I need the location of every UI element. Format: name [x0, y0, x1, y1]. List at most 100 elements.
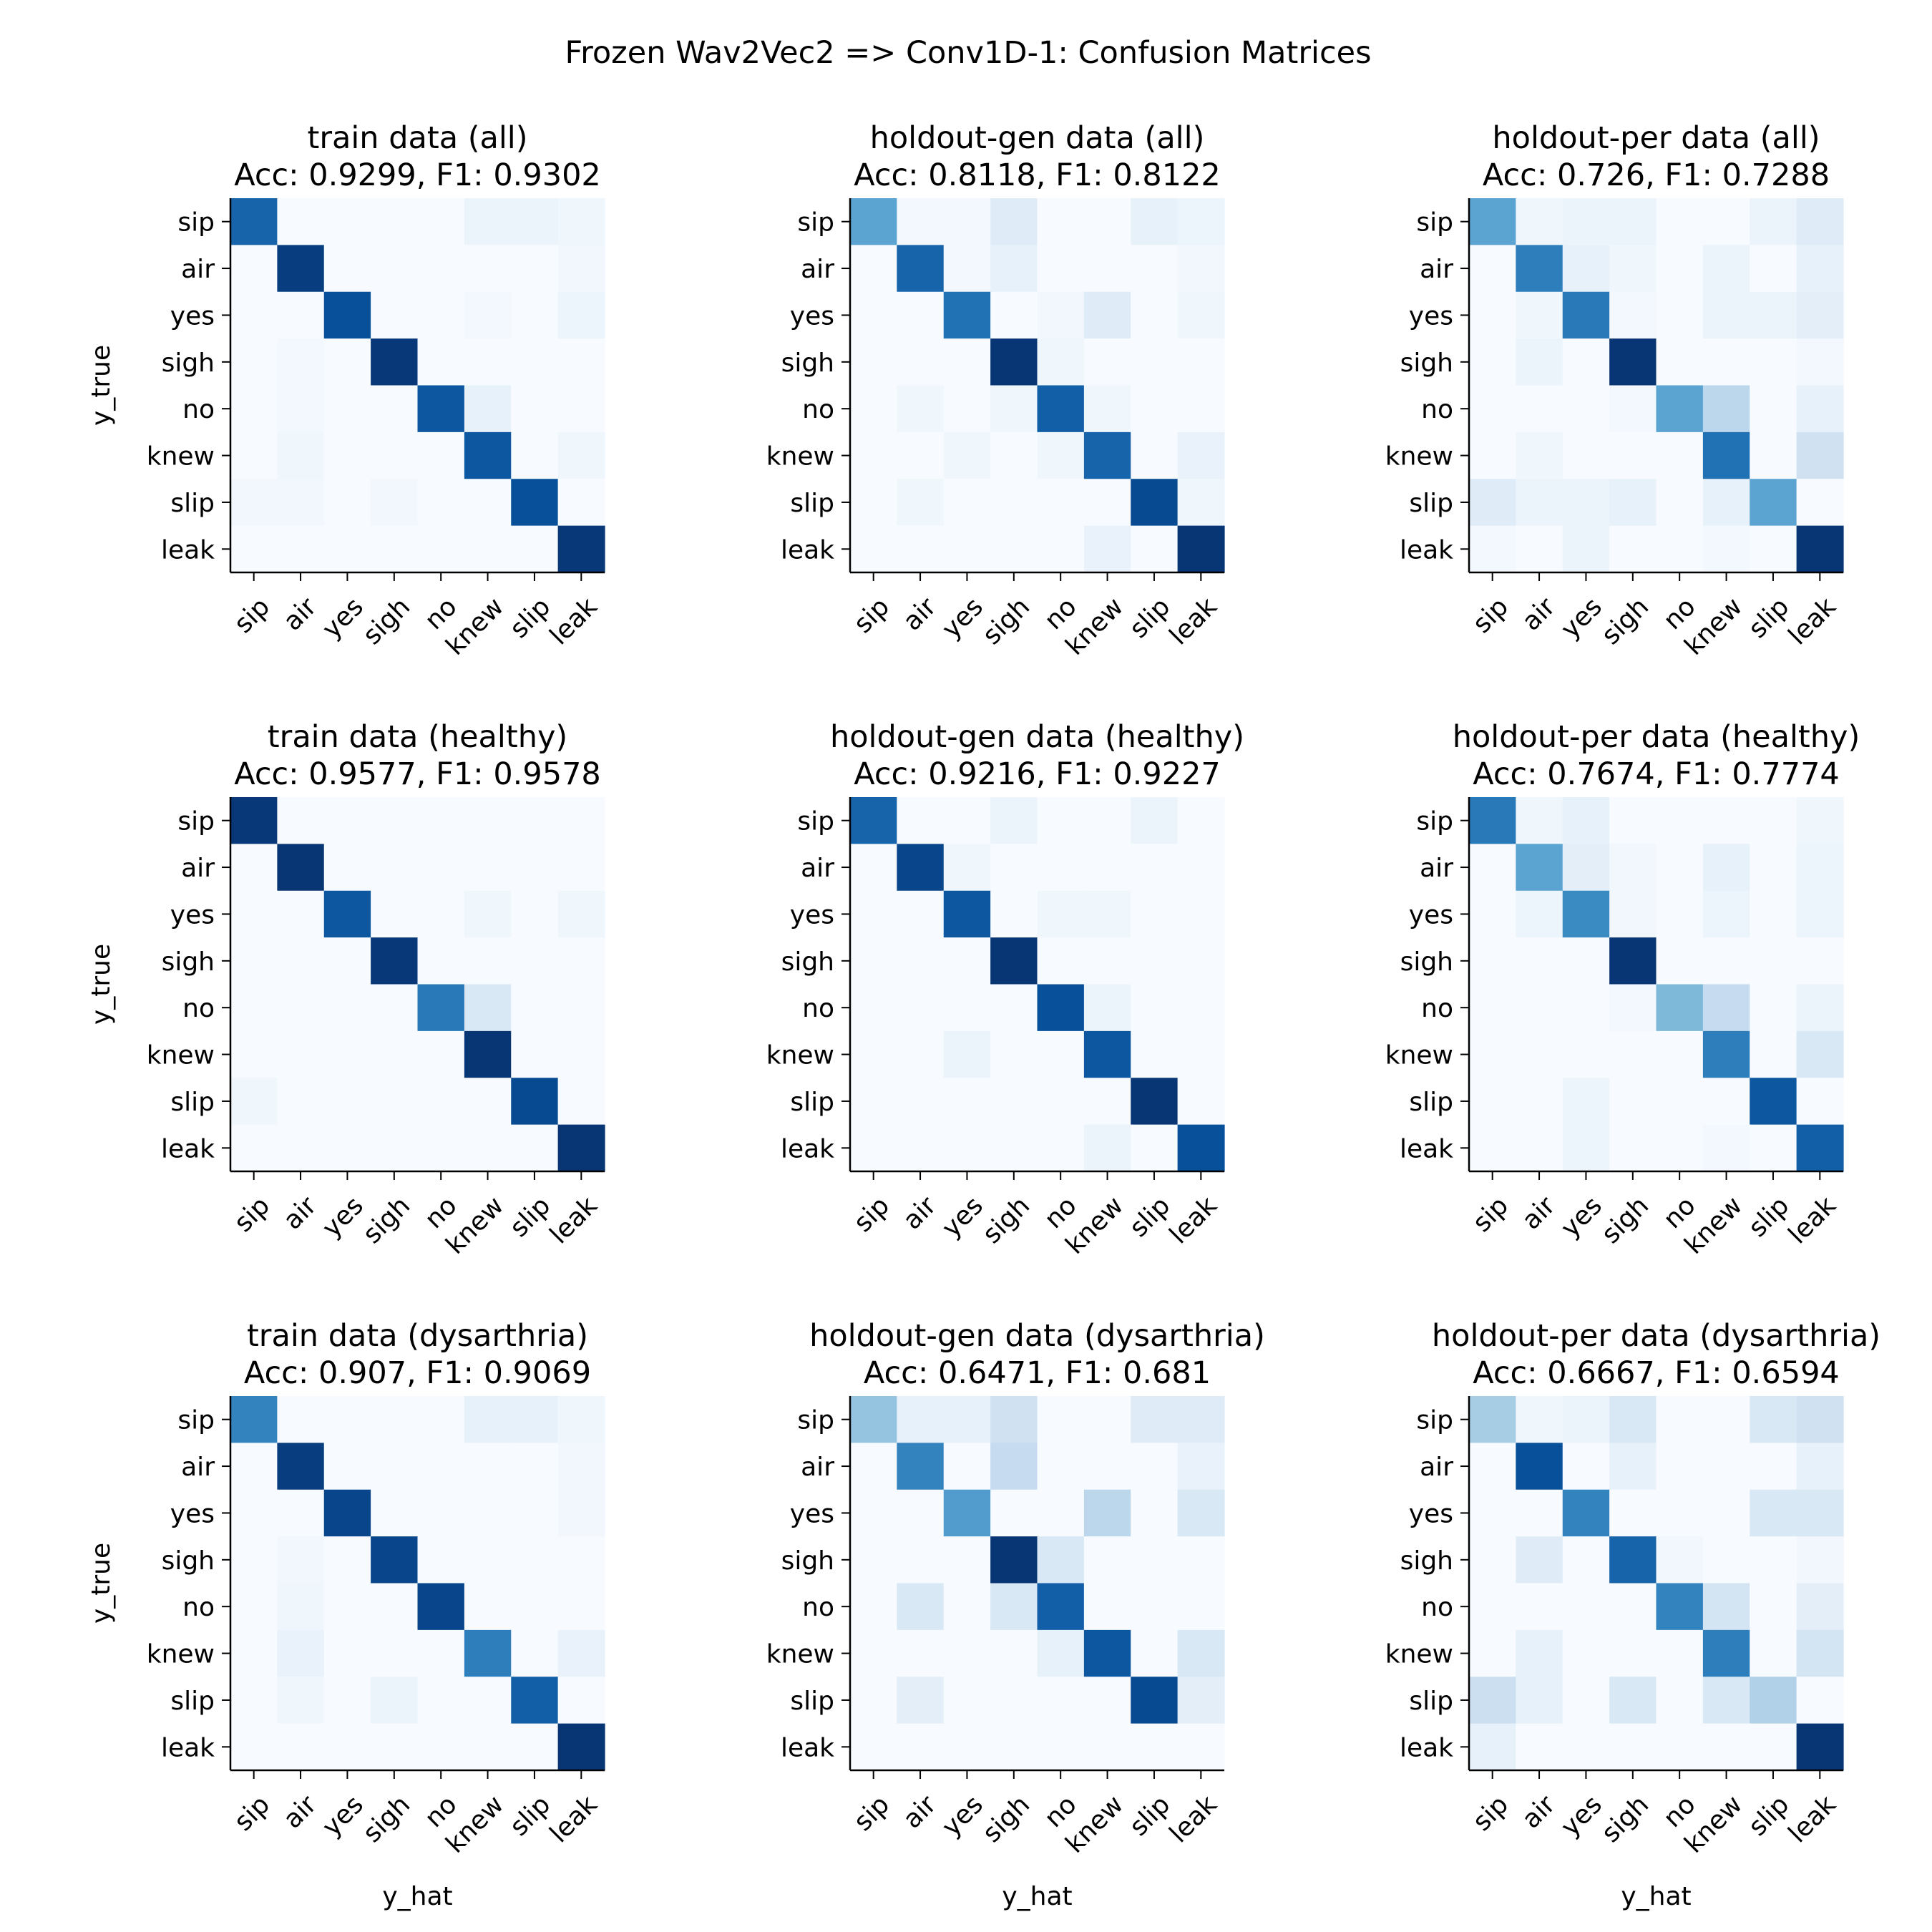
heatmap-cell [1177, 479, 1225, 527]
heatmap-cell [1177, 937, 1225, 985]
heatmap-cell [1609, 1536, 1657, 1584]
confusion-matrix-4: train data (healthy)Acc: 0.9577, F1: 0.9… [87, 719, 605, 1260]
heatmap-cell [1562, 1629, 1610, 1677]
heatmap-cell [1177, 431, 1225, 479]
heatmap-cell [277, 431, 325, 479]
heatmap-cell [1750, 385, 1797, 433]
heatmap-cell [1037, 525, 1085, 573]
heatmap-cell [850, 385, 897, 433]
y-tick-label: air [1420, 1453, 1453, 1482]
heatmap-cell [850, 1124, 897, 1172]
heatmap-cell [1083, 844, 1131, 892]
y-tick-label: leak [1400, 535, 1453, 565]
heatmap-cell [850, 1583, 897, 1631]
heatmap-cell [511, 1124, 559, 1172]
heatmap-cell [1656, 198, 1704, 245]
heatmap-cell [897, 291, 945, 339]
heatmap-cell [277, 1629, 325, 1677]
heatmap-cell [1516, 1443, 1563, 1491]
panel-subtitle: Acc: 0.907, F1: 0.9069 [244, 1355, 591, 1391]
heatmap-cell [850, 937, 897, 985]
heatmap-cell [230, 1723, 278, 1771]
heatmap-cell [371, 1078, 419, 1126]
heatmap-cell [371, 1396, 419, 1443]
panel-title: holdout-gen data (healthy) [830, 719, 1244, 755]
heatmap-cell [464, 937, 512, 985]
heatmap-cell [943, 431, 991, 479]
heatmap-cell [943, 937, 991, 985]
heatmap-cell [1469, 385, 1516, 433]
y-tick-label: knew [766, 442, 834, 472]
heatmap-cell [464, 1443, 512, 1491]
heatmap-cell [1702, 1396, 1750, 1443]
heatmap-cell [1609, 1583, 1657, 1631]
heatmap-cell [1656, 1443, 1704, 1491]
panel-title: train data (healthy) [268, 719, 567, 755]
heatmap-cell [1516, 797, 1563, 844]
heatmap-cell [943, 385, 991, 433]
heatmap-cell [277, 198, 325, 245]
heatmap-cell [557, 1536, 605, 1584]
heatmap-cell [1609, 479, 1657, 527]
y-tick-label: slip [790, 1088, 834, 1117]
heatmap-cell [897, 1723, 945, 1771]
heatmap-cell [1702, 198, 1750, 245]
confusion-matrix-2: holdout-gen data (all)Acc: 0.8118, F1: 0… [766, 120, 1225, 661]
heatmap-cell [464, 245, 512, 293]
heatmap-cell [464, 338, 512, 386]
heatmap-cell [1083, 385, 1131, 433]
confusion-matrix-5: holdout-gen data (healthy)Acc: 0.9216, F… [766, 719, 1244, 1260]
heatmap-cell [277, 385, 325, 433]
heatmap-cell [1796, 1443, 1844, 1491]
heatmap-cell [1562, 198, 1610, 245]
heatmap-cell [511, 385, 559, 433]
heatmap-cell [230, 431, 278, 479]
heatmap-cell [850, 338, 897, 386]
heatmap-cell [1796, 198, 1844, 245]
heatmap-cell [323, 1030, 371, 1078]
heatmap-cell [1516, 1030, 1563, 1078]
heatmap-cell [230, 797, 278, 844]
heatmap-cell [1750, 937, 1797, 985]
heatmap-cell [1750, 1443, 1797, 1491]
heatmap-cell [1702, 1629, 1750, 1677]
y-tick-label: sip [1416, 807, 1453, 836]
panel-title: holdout-gen data (all) [870, 120, 1205, 156]
heatmap-cell [323, 479, 371, 527]
heatmap-cell [1656, 890, 1704, 938]
heatmap-cell [1131, 1677, 1179, 1724]
heatmap-cell [557, 385, 605, 433]
heatmap-cell [230, 1629, 278, 1677]
heatmap-cell [417, 1030, 465, 1078]
heatmap-cell [1516, 1723, 1563, 1771]
heatmap-cell [850, 525, 897, 573]
heatmap-cell [230, 1078, 278, 1126]
y-tick-label: slip [1409, 1687, 1453, 1716]
heatmap-cell [1083, 245, 1131, 293]
heatmap-cell [850, 844, 897, 892]
heatmap-cell [990, 1443, 1038, 1491]
heatmap-cell [1702, 1030, 1750, 1078]
panel-subtitle: Acc: 0.726, F1: 0.7288 [1483, 157, 1830, 193]
heatmap-cell [277, 479, 325, 527]
y-axis-label: y_true [87, 944, 116, 1025]
heatmap-cell [557, 984, 605, 1032]
heatmap-cell [1796, 1723, 1844, 1771]
heatmap-cell [1131, 1443, 1179, 1491]
heatmap-cell [897, 1030, 945, 1078]
heatmap-cell [943, 1489, 991, 1537]
panel-subtitle: Acc: 0.9299, F1: 0.9302 [234, 157, 601, 193]
heatmap-cell [1083, 431, 1131, 479]
panel-title: train data (all) [307, 120, 527, 156]
heatmap-cell [1083, 1078, 1131, 1126]
heatmap-cell [417, 1723, 465, 1771]
heatmap-cell [1656, 1536, 1704, 1584]
heatmap-cell [230, 385, 278, 433]
confusion-matrix-1: train data (all)Acc: 0.9299, F1: 0.9302 s… [87, 120, 605, 661]
heatmap-cell [323, 245, 371, 293]
heatmap-cell [1702, 385, 1750, 433]
heatmap-cell [1750, 984, 1797, 1032]
heatmap-cell [1796, 890, 1844, 938]
y-tick-label: yes [1409, 900, 1453, 930]
y-tick-label: air [181, 1453, 215, 1482]
